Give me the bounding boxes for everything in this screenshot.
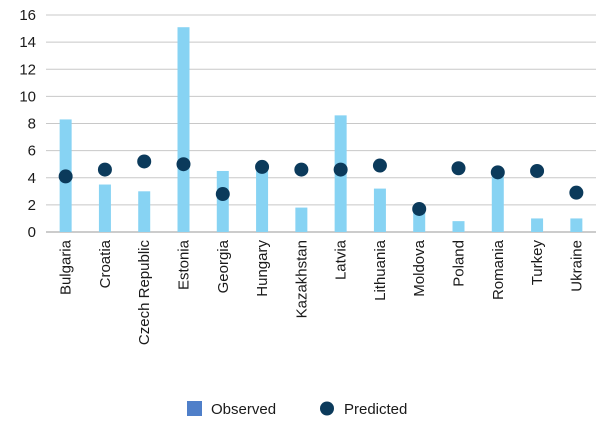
observed-bar-lithuania [373, 188, 386, 232]
observed-bar-ukraine [570, 218, 583, 232]
category-label: Czech Republic [136, 240, 153, 346]
predicted-marker-latvia [333, 162, 348, 177]
y-tick-label: 2 [28, 197, 36, 214]
legend-label: Predicted [344, 401, 407, 418]
predicted-marker-czech-republic [137, 154, 152, 169]
predicted-marker-bulgaria [58, 169, 73, 184]
y-tick-label: 10 [19, 88, 36, 105]
predicted-marker-ukraine [569, 185, 584, 200]
predicted-marker-hungary [255, 159, 270, 174]
category-label: Lithuania [372, 239, 389, 301]
legend: Observed Predicted [187, 401, 407, 418]
legend-item-observed: Observed [187, 401, 276, 418]
category-label: Moldova [411, 239, 428, 296]
category-label: Ukraine [568, 240, 585, 292]
category-label: Bulgaria [58, 239, 75, 295]
predicted-marker-kazakhstan [294, 162, 309, 177]
predicted-marker-poland [451, 161, 466, 176]
y-tick-label: 14 [19, 34, 36, 51]
legend-swatch-observed [187, 401, 202, 416]
category-label: Hungary [254, 240, 271, 297]
category-label: Romania [490, 239, 507, 300]
y-tick-label: 8 [28, 116, 36, 133]
predicted-marker-croatia [97, 162, 112, 177]
x-axis-category-labels: Bulgaria Croatia Czech Republic Estonia Geor… [58, 239, 586, 345]
category-label: Turkey [529, 240, 546, 286]
observed-bar-poland [452, 221, 465, 232]
category-label: Georgia [215, 239, 232, 293]
predicted-marker-lithuania [372, 158, 387, 173]
y-tick-label: 0 [28, 224, 36, 241]
observed-bar-estonia [177, 27, 190, 232]
observed-bar-czech-republic [138, 191, 151, 232]
gridlines [46, 14, 596, 233]
predicted-marker-georgia [215, 187, 230, 202]
observed-bars [59, 27, 583, 232]
category-label: Latvia [333, 239, 350, 280]
predicted-marker-moldova [412, 201, 427, 216]
legend-swatch-predicted [320, 401, 334, 416]
y-tick-label: 16 [19, 7, 36, 24]
observed-bar-croatia [98, 184, 111, 232]
observed-bar-georgia [216, 170, 229, 232]
predicted-marker-estonia [176, 157, 191, 172]
y-tick-label: 12 [19, 61, 36, 78]
legend-item-predicted: Predicted [320, 401, 407, 418]
legend-label: Observed [211, 401, 276, 418]
observed-bar-hungary [256, 166, 269, 232]
observed-bar-kazakhstan [295, 207, 308, 232]
predicted-marker-romania [490, 165, 505, 180]
observed-bar-turkey [531, 218, 544, 232]
predicted-markers [58, 154, 584, 216]
category-label: Croatia [97, 239, 114, 288]
category-label: Kazakhstan [293, 240, 310, 318]
category-label: Poland [451, 240, 468, 287]
y-tick-label: 6 [28, 143, 36, 160]
y-axis-tick-labels: 0 2 4 6 8 10 12 14 16 [19, 7, 36, 241]
category-label: Estonia [176, 239, 193, 290]
y-tick-label: 4 [28, 170, 36, 187]
observed-bar-romania [491, 173, 504, 232]
predicted-marker-turkey [530, 163, 545, 178]
